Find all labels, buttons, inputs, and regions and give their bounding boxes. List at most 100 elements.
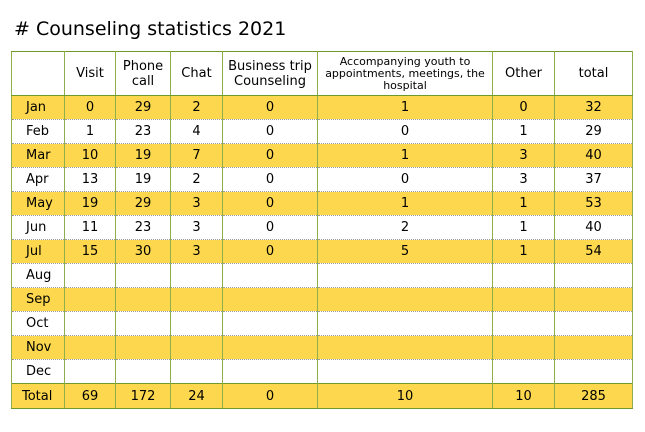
cell-other: 0 bbox=[492, 95, 555, 120]
totals-accompanying: 10 bbox=[317, 383, 493, 409]
cell-visit bbox=[64, 263, 116, 288]
cell-other: 1 bbox=[492, 215, 555, 240]
header-business-trip-counseling: Business trip Counseling bbox=[222, 51, 318, 96]
cell-business-trip: 0 bbox=[222, 119, 318, 144]
totals-label: Total bbox=[11, 383, 65, 409]
cell-month: Mar bbox=[11, 143, 65, 168]
header-total: total bbox=[554, 51, 633, 96]
cell-business-trip: 0 bbox=[222, 143, 318, 168]
cell-month: Dec bbox=[11, 359, 65, 384]
cell-month: Jan bbox=[11, 95, 65, 120]
cell-visit bbox=[64, 287, 116, 312]
cell-phone-call: 29 bbox=[115, 191, 171, 216]
cell-accompanying: 0 bbox=[317, 167, 493, 192]
cell-phone-call bbox=[115, 359, 171, 384]
table-row: Aug bbox=[11, 263, 633, 288]
cell-accompanying bbox=[317, 287, 493, 312]
cell-chat: 7 bbox=[170, 143, 223, 168]
cell-business-trip bbox=[222, 263, 318, 288]
cell-business-trip: 0 bbox=[222, 167, 318, 192]
cell-total bbox=[554, 311, 633, 336]
cell-phone-call: 19 bbox=[115, 143, 171, 168]
cell-business-trip: 0 bbox=[222, 95, 318, 120]
table-row: Apr 13 19 2 0 0 3 37 bbox=[11, 167, 633, 192]
cell-month: May bbox=[11, 191, 65, 216]
cell-chat: 4 bbox=[170, 119, 223, 144]
cell-other bbox=[492, 287, 555, 312]
cell-total: 54 bbox=[554, 239, 633, 264]
header-accompanying-youth: Accompanying youth to appointments, meet… bbox=[317, 51, 493, 96]
cell-chat bbox=[170, 287, 223, 312]
cell-total: 29 bbox=[554, 119, 633, 144]
table-row: Jan 0 29 2 0 1 0 32 bbox=[11, 95, 633, 120]
table-row: Feb 1 23 4 0 0 1 29 bbox=[11, 119, 633, 144]
cell-month: Aug bbox=[11, 263, 65, 288]
cell-accompanying: 5 bbox=[317, 239, 493, 264]
cell-accompanying bbox=[317, 311, 493, 336]
cell-accompanying: 1 bbox=[317, 143, 493, 168]
cell-phone-call bbox=[115, 263, 171, 288]
cell-visit: 10 bbox=[64, 143, 116, 168]
cell-month: Nov bbox=[11, 335, 65, 360]
cell-visit bbox=[64, 359, 116, 384]
cell-total: 40 bbox=[554, 215, 633, 240]
cell-chat bbox=[170, 359, 223, 384]
cell-total: 53 bbox=[554, 191, 633, 216]
cell-accompanying: 1 bbox=[317, 95, 493, 120]
cell-business-trip bbox=[222, 287, 318, 312]
cell-total bbox=[554, 287, 633, 312]
totals-row: Total 69 172 24 0 10 10 285 bbox=[11, 383, 633, 409]
cell-phone-call: 23 bbox=[115, 119, 171, 144]
totals-other: 10 bbox=[492, 383, 555, 409]
cell-chat: 3 bbox=[170, 191, 223, 216]
cell-month: Jun bbox=[11, 215, 65, 240]
table-row: May 19 29 3 0 1 1 53 bbox=[11, 191, 633, 216]
header-visit: Visit bbox=[64, 51, 116, 96]
cell-chat bbox=[170, 311, 223, 336]
header-month bbox=[11, 51, 65, 96]
cell-business-trip: 0 bbox=[222, 239, 318, 264]
cell-visit: 0 bbox=[64, 95, 116, 120]
cell-total: 40 bbox=[554, 143, 633, 168]
cell-month: Apr bbox=[11, 167, 65, 192]
cell-business-trip: 0 bbox=[222, 191, 318, 216]
cell-business-trip: 0 bbox=[222, 215, 318, 240]
cell-visit: 1 bbox=[64, 119, 116, 144]
header-other: Other bbox=[492, 51, 555, 96]
totals-total: 285 bbox=[554, 383, 633, 409]
cell-visit: 19 bbox=[64, 191, 116, 216]
cell-visit bbox=[64, 311, 116, 336]
counseling-statistics-table: Visit Phone call Chat Business trip Coun… bbox=[11, 51, 633, 409]
cell-other: 1 bbox=[492, 191, 555, 216]
cell-month: Feb bbox=[11, 119, 65, 144]
cell-accompanying bbox=[317, 359, 493, 384]
cell-phone-call bbox=[115, 287, 171, 312]
cell-accompanying: 1 bbox=[317, 191, 493, 216]
cell-chat bbox=[170, 263, 223, 288]
totals-business-trip: 0 bbox=[222, 383, 318, 409]
cell-visit bbox=[64, 335, 116, 360]
cell-phone-call bbox=[115, 335, 171, 360]
table-row: Sep bbox=[11, 287, 633, 312]
page-title: # Counseling statistics 2021 bbox=[14, 18, 287, 40]
header-row: Visit Phone call Chat Business trip Coun… bbox=[11, 51, 633, 96]
cell-other: 1 bbox=[492, 239, 555, 264]
table-row: Jul 15 30 3 0 5 1 54 bbox=[11, 239, 633, 264]
cell-visit: 11 bbox=[64, 215, 116, 240]
cell-other bbox=[492, 359, 555, 384]
cell-accompanying bbox=[317, 335, 493, 360]
cell-phone-call: 30 bbox=[115, 239, 171, 264]
cell-phone-call bbox=[115, 311, 171, 336]
table-row: Jun 11 23 3 0 2 1 40 bbox=[11, 215, 633, 240]
cell-month: Jul bbox=[11, 239, 65, 264]
cell-total: 37 bbox=[554, 167, 633, 192]
cell-accompanying: 2 bbox=[317, 215, 493, 240]
table-row: Nov bbox=[11, 335, 633, 360]
cell-phone-call: 23 bbox=[115, 215, 171, 240]
cell-other bbox=[492, 263, 555, 288]
header-phone-call: Phone call bbox=[115, 51, 171, 96]
cell-visit: 13 bbox=[64, 167, 116, 192]
cell-month: Sep bbox=[11, 287, 65, 312]
cell-total: 32 bbox=[554, 95, 633, 120]
cell-chat: 3 bbox=[170, 239, 223, 264]
